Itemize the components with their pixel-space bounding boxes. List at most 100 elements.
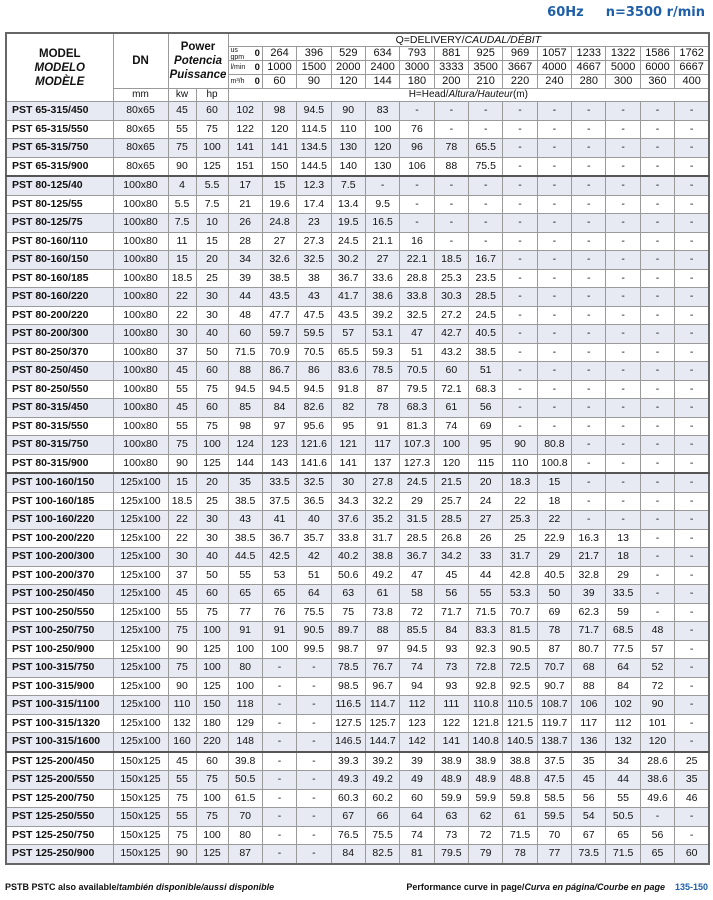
head-cell: - [571, 175, 607, 196]
dn-cell: 100x80 [112, 287, 169, 307]
hp-cell: 10 [195, 213, 229, 233]
head-cell: 30 [330, 472, 366, 493]
head-cell: - [674, 194, 710, 214]
head-cell: 90.5 [502, 639, 538, 659]
head-cell: - [536, 398, 573, 418]
head-cell: 97 [364, 639, 401, 659]
head-cell: 51 [296, 565, 332, 585]
head-cell: 120 [261, 119, 298, 139]
head-cell: 48.9 [433, 770, 470, 790]
head-cell: 74 [399, 825, 435, 845]
head-cell: 24.5 [399, 472, 435, 493]
head-cell: - [639, 119, 676, 139]
hp-cell: 125 [195, 639, 229, 659]
head-cell: 123 [399, 713, 435, 733]
head-cell: - [674, 491, 710, 511]
kw-cell: 75 [167, 788, 197, 808]
head-cell: - [571, 287, 607, 307]
head-cell: 60 [399, 788, 435, 808]
head-cell: 90.5 [296, 621, 332, 641]
hp-unit: hp [195, 88, 229, 102]
head-cell: 110 [330, 119, 366, 139]
head-cell: 60.2 [364, 788, 401, 808]
head-cell: 33.5 [261, 472, 298, 493]
head-cell: 59.5 [536, 807, 573, 827]
kw-cell: 22 [167, 305, 197, 325]
head-cell: 28.5 [399, 528, 435, 548]
kw-cell: 22 [167, 528, 197, 548]
table-row: PST 65-315/450 80x65 45 60 102 98 94.5 90 83- - - -… [5, 101, 710, 121]
head-cell: - [502, 361, 538, 381]
head-cell: 49.3 [330, 770, 366, 790]
dn-cell: 150x125 [112, 844, 169, 864]
head-cell: 26 [468, 528, 504, 548]
head-cell: 146.5 [330, 732, 366, 752]
head-cell: 91 [227, 621, 263, 641]
page-reference[interactable]: 135-150 [674, 882, 708, 892]
hp-cell: 100 [195, 435, 229, 455]
flow-value: 240 [536, 74, 573, 89]
head-cell: 68.5 [605, 621, 641, 641]
dn-cell: 125x100 [112, 565, 169, 585]
head-cell: 48 [227, 305, 263, 325]
head-cell: 93 [433, 639, 470, 659]
head-cell: - [296, 695, 332, 715]
head-cell: 72 [399, 602, 435, 622]
head-cell: 73 [433, 825, 470, 845]
head-cell: 95 [468, 435, 504, 455]
head-cell: 50.5 [227, 770, 263, 790]
head-cell: 81.3 [399, 416, 435, 436]
table-row: PST 100-160/185 125x100 18.5 25 38.5 37.5 36.5… [5, 491, 710, 511]
unit-label: l/min 0 [227, 60, 263, 75]
head-cell: - [468, 194, 504, 214]
head-cell: 27 [364, 250, 401, 270]
flow-value: 300 [605, 74, 641, 89]
kw-cell: 45 [167, 101, 197, 121]
head-cell: 60 [674, 844, 710, 864]
head-cell: 76 [399, 119, 435, 139]
head-cell: 83 [364, 101, 401, 121]
kw-cell: 75 [167, 621, 197, 641]
dn-cell: 80x65 [112, 138, 169, 158]
dn-cell: 100x80 [112, 268, 169, 288]
head-cell: - [674, 416, 710, 436]
head-cell: 88 [227, 361, 263, 381]
head-cell: - [674, 250, 710, 270]
table-row: PST 80-160/110 100x80 11 15 28 27 27.3 24.5 21.1… [5, 231, 710, 251]
head-cell: 47 [399, 565, 435, 585]
head-cell: - [502, 156, 538, 177]
kw-cell: 45 [167, 361, 197, 381]
head-cell: - [399, 101, 435, 121]
head-cell: - [605, 213, 641, 233]
head-cell: 53.1 [364, 324, 401, 344]
table-row: PST 80-160/220 100x80 22 30 44 43.5 43 41.7 38.6… [5, 287, 710, 307]
head-cell: 71.5 [502, 825, 538, 845]
kw-cell: 75 [167, 435, 197, 455]
head-cell: 72 [639, 676, 676, 696]
model-header: MODEL MODELO MODÈLE [5, 32, 114, 102]
model-cell: PST 100-315/1320 [5, 713, 114, 733]
head-cell: 119.7 [536, 713, 573, 733]
head-cell: 44 [605, 770, 641, 790]
hp-cell: 30 [195, 528, 229, 548]
model-cell: PST 65-315/900 [5, 156, 114, 177]
flow-value: 5000 [605, 60, 641, 75]
head-cell: - [639, 510, 676, 530]
head-cell: 32.5 [399, 305, 435, 325]
flow-value: 1762 [674, 46, 710, 61]
head-cell: - [536, 268, 573, 288]
head-cell: 117 [571, 713, 607, 733]
head-cell: 110.8 [468, 695, 504, 715]
head-cell: - [605, 305, 641, 325]
table-row: PST 80-315/750 100x80 75 100 124 123 121.6 121 1… [5, 435, 710, 455]
table-row: PST 125-200/550 150x125 55 75 50.5- -49.3 49.2… [5, 770, 710, 790]
head-cell: - [468, 101, 504, 121]
head-cell: 81.5 [502, 621, 538, 641]
head-cell: - [639, 231, 676, 251]
head-cell: - [502, 416, 538, 436]
hp-cell: 50 [195, 342, 229, 362]
dn-unit: mm [112, 88, 169, 102]
head-cell: 64 [399, 807, 435, 827]
head-cell: 46 [674, 788, 710, 808]
head-cell: 98 [261, 101, 298, 121]
